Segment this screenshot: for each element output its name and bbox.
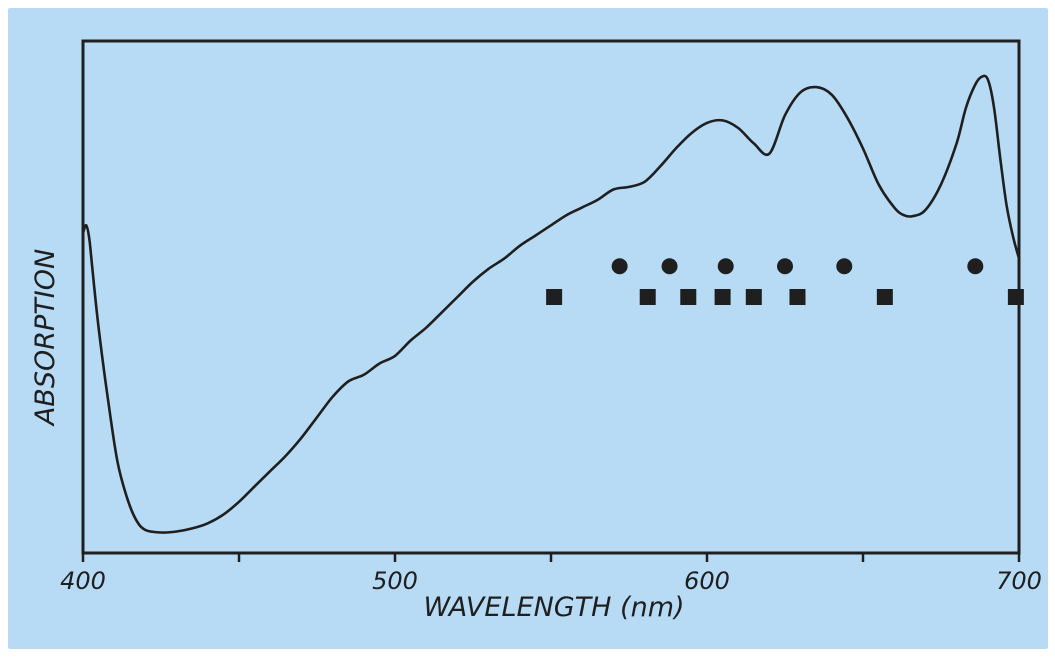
square-marker (789, 289, 806, 305)
square-marker (546, 289, 563, 305)
x-axis-ticks (81, 553, 1021, 562)
square-marker (639, 289, 656, 305)
circle-marker (717, 258, 734, 275)
x-axis-tick-labels: 400 500 600 700 (60, 567, 1042, 595)
circle-marker (967, 258, 984, 275)
square-marker (745, 289, 762, 305)
x-axis-label: WAVELENGTH (nm) (423, 592, 684, 623)
square-marker (876, 289, 893, 305)
square-marker (680, 289, 697, 305)
y-axis-label: ABSORPTION (30, 249, 61, 427)
markers-layer (546, 258, 1024, 305)
circle-marker (836, 258, 853, 275)
square-marker (714, 289, 731, 305)
x-tick-label: 500 (372, 567, 418, 595)
circle-marker (611, 258, 628, 275)
square-marker (1007, 289, 1024, 305)
x-tick-label: 600 (684, 567, 730, 595)
x-tick-label: 400 (60, 567, 106, 595)
x-tick-label: 700 (996, 567, 1042, 595)
absorption-spectrum-line (81, 74, 1021, 534)
absorption-chart: 400 500 600 700 WAVELENGTH (nm) ABSORPTION (30, 39, 1042, 623)
chart-card: 400 500 600 700 WAVELENGTH (nm) ABSORPTION (8, 8, 1048, 649)
circle-marker (777, 258, 793, 275)
spectrum-line-layer (81, 74, 1021, 534)
circle-marker (661, 258, 678, 275)
